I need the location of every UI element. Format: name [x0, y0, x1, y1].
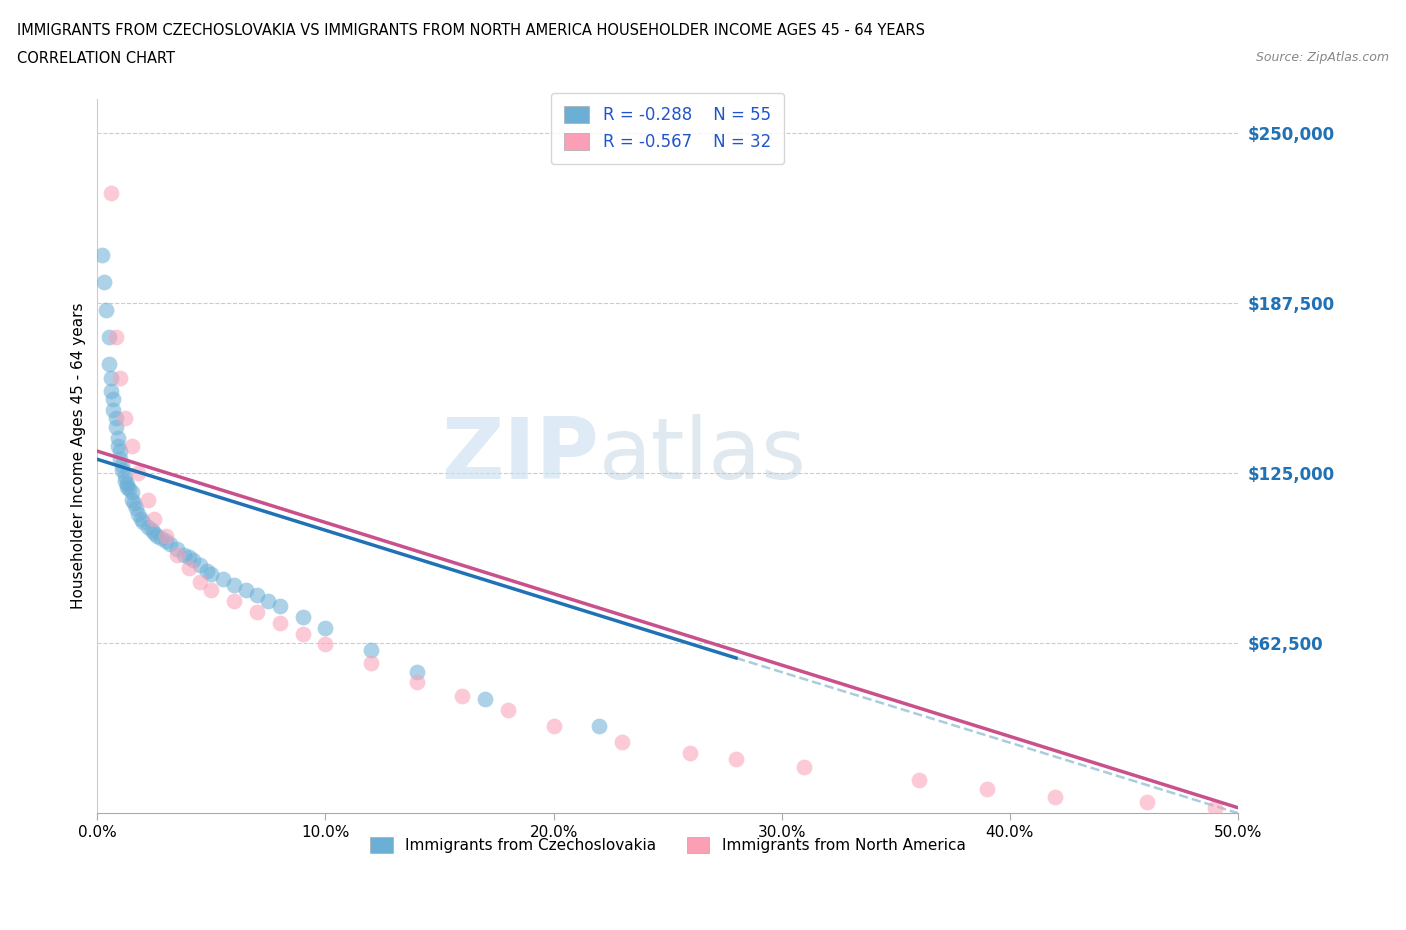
Point — [235, 582, 257, 597]
Point — [246, 588, 269, 603]
Point — [143, 512, 166, 526]
Point — [166, 547, 188, 562]
Point — [725, 751, 748, 766]
Point — [269, 615, 291, 630]
Point — [1204, 800, 1226, 815]
Point — [103, 403, 125, 418]
Point — [108, 452, 131, 467]
Point — [121, 438, 143, 453]
Point — [108, 370, 131, 385]
Point — [181, 552, 204, 567]
Point — [188, 575, 211, 590]
Text: IMMIGRANTS FROM CZECHOSLOVAKIA VS IMMIGRANTS FROM NORTH AMERICA HOUSEHOLDER INCO: IMMIGRANTS FROM CZECHOSLOVAKIA VS IMMIGR… — [17, 23, 925, 38]
Point — [114, 468, 136, 483]
Point — [121, 485, 143, 499]
Point — [610, 735, 633, 750]
Point — [195, 564, 218, 578]
Point — [111, 463, 134, 478]
Point — [111, 458, 134, 472]
Point — [159, 537, 181, 551]
Point — [136, 493, 159, 508]
Point — [200, 566, 222, 581]
Text: Source: ZipAtlas.com: Source: ZipAtlas.com — [1256, 51, 1389, 64]
Point — [360, 656, 382, 671]
Point — [543, 719, 565, 734]
Point — [314, 637, 336, 652]
Point — [314, 620, 336, 635]
Point — [976, 781, 998, 796]
Point — [246, 604, 269, 619]
Point — [1045, 790, 1067, 804]
Point — [1136, 795, 1159, 810]
Point — [166, 541, 188, 556]
Point — [360, 643, 382, 658]
Point — [405, 675, 427, 690]
Point — [269, 599, 291, 614]
Point — [224, 593, 246, 608]
Point — [177, 550, 200, 565]
Y-axis label: Householder Income Ages 45 - 64 years: Householder Income Ages 45 - 64 years — [72, 302, 86, 609]
Point — [155, 534, 177, 549]
Point — [257, 593, 280, 608]
Point — [200, 582, 222, 597]
Text: atlas: atlas — [599, 415, 807, 498]
Point — [907, 773, 929, 788]
Point — [122, 496, 145, 511]
Point — [125, 501, 148, 516]
Point — [136, 520, 159, 535]
Point — [150, 531, 173, 546]
Point — [127, 466, 149, 481]
Point — [107, 430, 129, 445]
Point — [291, 626, 314, 641]
Point — [188, 558, 211, 573]
Point — [405, 664, 427, 679]
Point — [474, 691, 496, 706]
Point — [100, 384, 122, 399]
Text: CORRELATION CHART: CORRELATION CHART — [17, 51, 174, 66]
Point — [132, 514, 155, 529]
Point — [173, 547, 195, 562]
Point — [224, 578, 246, 592]
Point — [127, 506, 149, 521]
Point — [177, 561, 200, 576]
Point — [496, 702, 519, 717]
Point — [107, 438, 129, 453]
Point — [90, 247, 112, 262]
Point — [96, 302, 118, 317]
Point — [141, 523, 163, 538]
Point — [679, 746, 702, 761]
Point — [145, 528, 167, 543]
Point — [104, 329, 127, 344]
Point — [104, 419, 127, 434]
Point — [155, 528, 177, 543]
Point — [793, 760, 815, 775]
Point — [115, 476, 138, 491]
Legend: Immigrants from Czechoslovakia, Immigrants from North America: Immigrants from Czechoslovakia, Immigran… — [364, 830, 972, 859]
Point — [103, 392, 125, 407]
Point — [143, 525, 166, 540]
Point — [97, 356, 120, 371]
Point — [93, 275, 115, 290]
Point — [588, 719, 610, 734]
Point — [115, 479, 138, 494]
Point — [118, 482, 141, 497]
Point — [211, 572, 233, 587]
Point — [97, 329, 120, 344]
Text: ZIP: ZIP — [441, 415, 599, 498]
Point — [100, 370, 122, 385]
Point — [100, 185, 122, 200]
Point — [114, 411, 136, 426]
Point — [121, 493, 143, 508]
Point — [104, 411, 127, 426]
Point — [291, 610, 314, 625]
Point — [129, 512, 152, 526]
Point — [114, 473, 136, 488]
Point — [451, 688, 474, 703]
Point — [108, 444, 131, 458]
